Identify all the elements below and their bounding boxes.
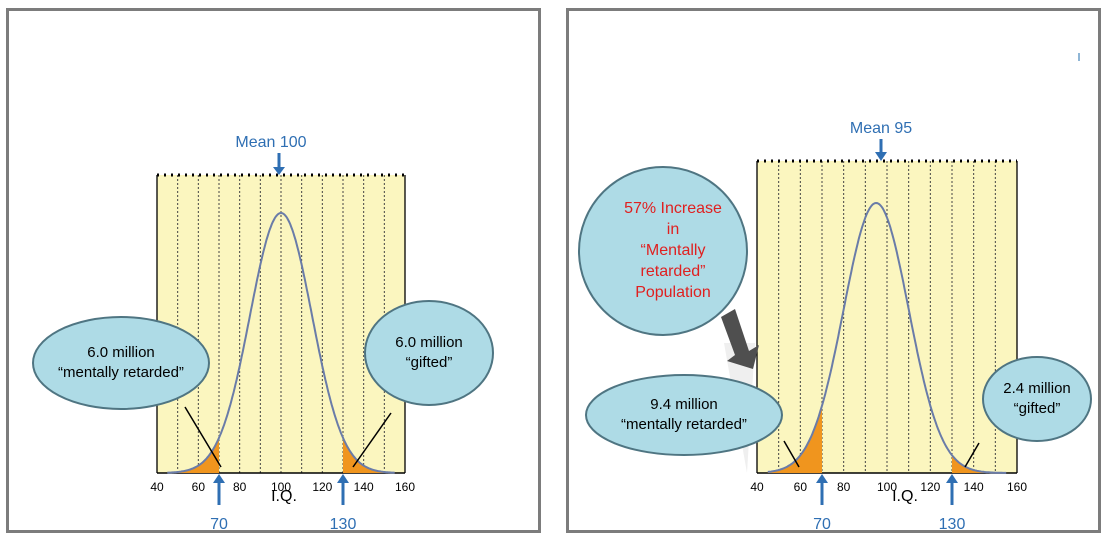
bubble-low: 9.4 million “mentally retarded” — [586, 375, 782, 455]
bubble-high-line2: “gifted” — [1014, 400, 1061, 417]
threshold-high-label: 130 — [939, 516, 966, 533]
x-tick-label: 40 — [750, 480, 764, 494]
x-tick-label: 60 — [794, 480, 808, 494]
bubble-low-line1: 9.4 million — [650, 396, 718, 413]
callout-line1: 57% Increase — [624, 200, 722, 217]
left-diagram: 40 60 80 100 120 140 160 Mean 100 70 130 I.Q. … — [9, 11, 538, 530]
left-panel: 40 60 80 100 120 140 160 Mean 100 70 130 I.Q. … — [6, 8, 541, 533]
x-tick-label: 120 — [920, 480, 940, 494]
x-tick-label: 80 — [233, 480, 247, 494]
bubble-high-shape — [983, 357, 1091, 441]
bubble-low: 6.0 million “mentally retarded” — [33, 317, 209, 409]
down-arrow-icon — [721, 309, 759, 369]
callout-line2: in — [667, 221, 679, 238]
bubble-low-shape — [586, 375, 782, 455]
threshold-low-label: 70 — [813, 516, 831, 533]
x-axis-label: I.Q. — [271, 488, 297, 505]
bubble-low-line2: “mentally retarded” — [58, 364, 184, 381]
x-tick-label: 140 — [964, 480, 984, 494]
mean-label: Mean 95 — [850, 120, 912, 137]
x-axis-label: I.Q. — [892, 488, 918, 505]
x-tick-label: 160 — [395, 480, 415, 494]
bubble-low-shape — [33, 317, 209, 409]
callout-line4: retarded” — [641, 263, 706, 280]
threshold-low-label: 70 — [210, 516, 228, 533]
bubble-high-line1: 2.4 million — [1003, 380, 1071, 397]
threshold-high-label: 130 — [330, 516, 357, 533]
x-tick-label: 60 — [192, 480, 206, 494]
callout-bubble: 57% Increase in “Mentally retarded” Popu… — [579, 167, 747, 335]
x-tick-label: 160 — [1007, 480, 1027, 494]
right-panel: 40 60 80 100 120 140 160 Mean 95 70 130 I.Q. 5… — [566, 8, 1101, 533]
callout-line5: Population — [635, 284, 711, 301]
bubble-high: 2.4 million “gifted” — [983, 357, 1091, 441]
x-tick-label: 40 — [150, 480, 164, 494]
bubble-high-line1: 6.0 million — [395, 334, 463, 351]
right-diagram: 40 60 80 100 120 140 160 Mean 95 70 130 I.Q. 5… — [569, 11, 1098, 530]
bubble-high-line2: “gifted” — [406, 354, 453, 371]
bubble-low-line1: 6.0 million — [87, 344, 155, 361]
bubble-high: 6.0 million “gifted” — [365, 301, 493, 405]
bubble-low-line2: “mentally retarded” — [621, 416, 747, 433]
x-tick-label: 120 — [312, 480, 332, 494]
bubble-high-shape — [365, 301, 493, 405]
x-tick-labels: 40 60 80 100 120 140 160 — [750, 480, 1027, 494]
callout-line3: “Mentally — [641, 242, 706, 259]
x-tick-label: 80 — [837, 480, 851, 494]
mean-label: Mean 100 — [235, 134, 306, 151]
x-tick-label: 140 — [354, 480, 374, 494]
